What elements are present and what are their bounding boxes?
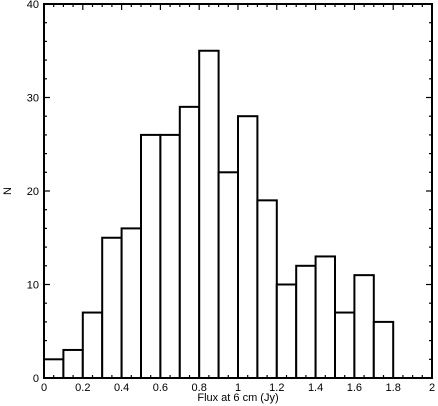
histogram-bar — [81, 311, 104, 379]
x-tick-label: 1.6 — [347, 382, 362, 394]
x-tick-label: 1.2 — [269, 382, 284, 394]
histogram-bar — [198, 49, 220, 379]
y-tick-label: 30 — [27, 93, 39, 105]
y-tick-label: 0 — [33, 373, 39, 385]
x-tick-label: 0.4 — [114, 382, 129, 394]
x-tick-label: 0.8 — [192, 382, 207, 394]
histogram-bar — [217, 171, 240, 379]
y-tick-label: 10 — [27, 280, 39, 292]
histogram-bar — [101, 236, 123, 379]
histogram-bar — [140, 133, 162, 379]
x-tick-label: 1.4 — [308, 382, 323, 394]
ticks-group — [43, 3, 433, 379]
x-tick-label: 1.8 — [386, 382, 401, 394]
histogram-bar — [314, 255, 337, 380]
y-axis-title: N — [2, 187, 14, 195]
x-tick-label: 2 — [429, 382, 435, 394]
histogram-bar — [334, 311, 356, 379]
histogram-bar — [353, 274, 375, 379]
histogram-bar — [62, 348, 84, 380]
histogram-bar — [275, 283, 298, 379]
x-tick-label: 0 — [41, 382, 47, 394]
bars-group — [43, 49, 395, 380]
x-tick-label: 0.6 — [153, 382, 168, 394]
y-tick-label: 20 — [27, 186, 39, 198]
histogram-bar — [120, 227, 142, 379]
x-axis-title: Flux at 6 cm (Jy) — [197, 392, 278, 404]
histogram-bar — [159, 133, 181, 379]
x-tick-label: 0.2 — [75, 382, 90, 394]
histogram-bar — [372, 320, 395, 379]
histogram-bar — [295, 264, 317, 379]
y-tick-label: 40 — [27, 0, 39, 11]
histogram-bar — [256, 199, 278, 379]
histogram-bar — [237, 115, 259, 379]
histogram-bar — [178, 105, 201, 379]
x-tick-label: 1 — [235, 382, 241, 394]
